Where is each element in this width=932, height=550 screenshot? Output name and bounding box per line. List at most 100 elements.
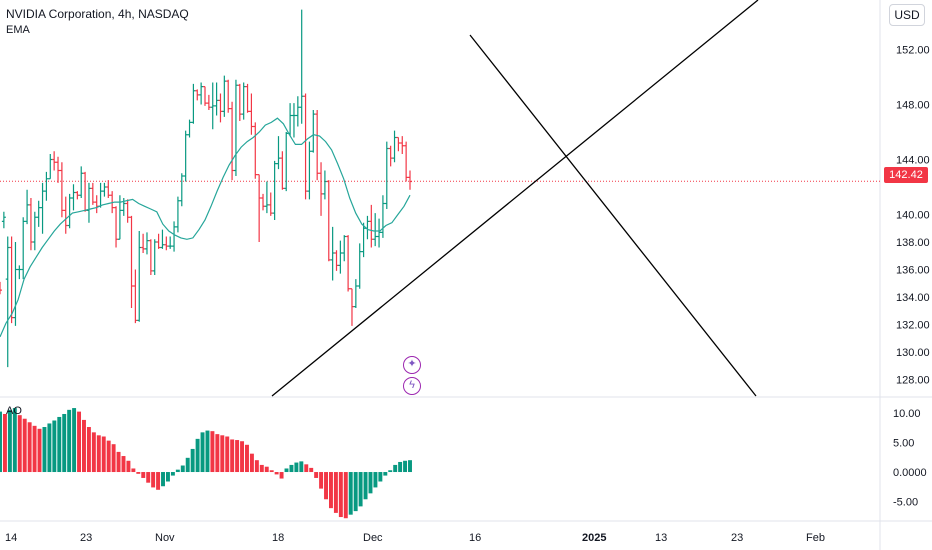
ao-legend-label[interactable]: AO [6,405,22,417]
ao-histogram-bar [299,461,304,473]
ohlc-bar [83,171,88,212]
ao-histogram-bar [274,472,279,475]
price-tick-label: 134.00 [896,292,930,304]
ohlc-bar [241,82,246,120]
ao-histogram-bar [121,456,126,473]
ao-histogram-bar [319,472,324,489]
price-tick-label: 144.00 [896,155,930,167]
time-tick-label: 14 [5,532,17,544]
ohlc-bar [237,83,242,121]
ohlc-bar [214,82,219,116]
ohlc-bar [0,281,2,295]
lightning-icon[interactable]: ϟ [403,377,421,395]
ao-histogram-bar [269,470,274,473]
time-tick-label: 23 [80,532,92,544]
trend-line-up [271,0,759,397]
ohlc-bar [349,288,354,326]
ohlc-bar [164,236,169,251]
ao-histogram-bar [151,472,156,488]
ao-histogram-bar [57,416,62,473]
ohlc-bar [32,211,37,251]
ohlc-bar [361,222,366,258]
ohlc-bar [59,162,64,218]
ohlc-bar [183,130,188,182]
price-tick-label: 140.00 [896,210,930,222]
ao-histogram-bar [2,413,7,473]
ohlc-bar [253,122,258,179]
ao-histogram-bar [353,472,358,512]
ao-histogram-bar [254,460,259,473]
ao-histogram-bar [111,444,116,473]
time-tick-label: Nov [155,532,175,544]
currency-button[interactable]: USD [889,4,925,26]
ao-histogram-bar [235,440,240,473]
sparkle-icon[interactable]: ✦ [403,356,421,374]
ohlc-bar [226,79,231,113]
ohlc-bar [284,132,289,192]
ohlc-bar [322,170,327,200]
ohlc-bar [17,265,22,280]
ohlc-bar [299,9,304,124]
ohlc-bar [175,196,180,233]
time-tick-label: 13 [655,532,667,544]
ohlc-bar [125,199,130,223]
ao-histogram-bar [116,451,121,473]
ao-histogram-bar [309,467,314,473]
trend-line-down [469,34,757,397]
ohlc-bar [388,145,393,167]
ohlc-bar [380,195,385,238]
ao-histogram-bar [200,432,205,473]
ao-histogram-bar [12,408,17,473]
ao-histogram-bar [185,457,190,473]
ao-histogram-bar [126,460,131,473]
ohlc-bar [48,154,53,180]
ohlc-bar [172,221,177,252]
ao-histogram-bar [146,472,151,483]
ao-histogram-bar [383,472,388,476]
ohlc-bar [319,162,324,216]
ohlc-bar [276,136,281,170]
symbol-title[interactable]: NVIDIA Corporation, 4h, NASDAQ [6,7,189,21]
ohlc-bar [288,103,293,137]
ohlc-bar [13,242,18,326]
ohlc-bar [272,160,277,220]
ao-histogram-bar [67,409,72,473]
ohlc-bar [280,151,285,190]
ohlc-bar [342,235,347,262]
ohlc-bar [75,191,80,200]
ao-histogram-bar [324,472,328,500]
ao-histogram-bar [314,472,319,478]
ao-histogram-bar [373,472,378,488]
price-tick-label: 138.00 [896,237,930,249]
price-tick-label: 128.00 [896,375,930,387]
ao-histogram-bar [91,432,96,473]
ao-histogram-bar [220,435,225,473]
ohlc-bar [373,213,378,247]
ohlc-bar [102,182,107,197]
ao-histogram-bar [249,453,254,473]
ao-histogram-bar [77,411,82,473]
ao-histogram-bar [245,444,249,473]
ao-histogram-bar [17,415,22,473]
ohlc-bar [357,243,362,289]
ao-histogram-bar [96,435,101,473]
ohlc-bar [303,93,308,200]
ohlc-bar [245,83,250,113]
ohlc-bar [353,279,358,308]
ao-histogram-bar [22,418,27,473]
ema-legend-label[interactable]: EMA [6,24,30,36]
ohlc-bar [206,94,211,110]
price-tick-label: 152.00 [896,45,930,57]
ohlc-bar [36,200,41,227]
ao-histogram-bar [363,472,368,500]
ao-histogram-bar [259,464,264,473]
ohlc-bar [326,180,331,262]
ao-histogram-bar [0,411,2,473]
ao-histogram-bar [62,413,67,473]
ohlc-bar [330,226,335,281]
ao-histogram-bar [358,472,363,507]
ao-histogram-bar [106,440,111,473]
ao-histogram-bar [328,472,333,509]
ao-histogram-bar [27,422,32,473]
